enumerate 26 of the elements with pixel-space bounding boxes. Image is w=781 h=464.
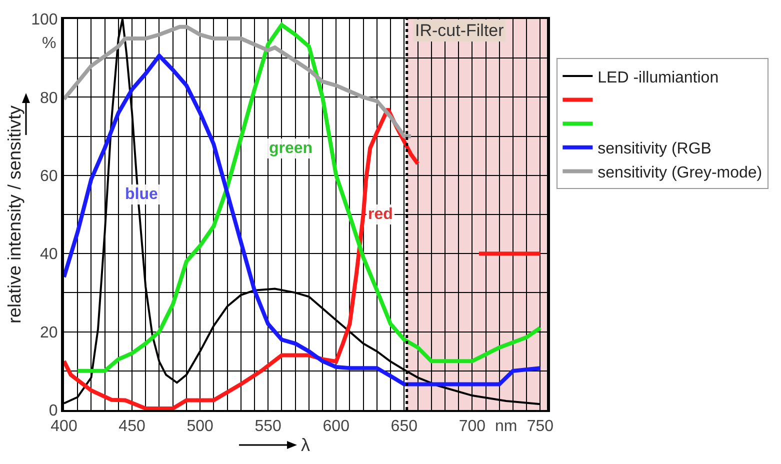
x-tick-label: 600 bbox=[322, 418, 350, 436]
annotation: green bbox=[269, 140, 313, 157]
y-tick-label: 80 bbox=[40, 90, 58, 107]
x-tick-label: 650 bbox=[390, 418, 418, 436]
y-tick-label: 0 bbox=[48, 402, 58, 420]
y-tick-label: 20 bbox=[40, 324, 58, 342]
x-tick-label: 500 bbox=[186, 418, 214, 436]
annotation: blue bbox=[125, 186, 158, 203]
y-axis-title: relative intensity / sensitivty bbox=[4, 105, 24, 324]
x-tick-label: 400 bbox=[50, 418, 78, 436]
y-tick-label: 40 bbox=[40, 246, 58, 264]
x-tick-label: 550 bbox=[254, 418, 282, 436]
text: nm bbox=[495, 418, 518, 435]
x-tick-label: 700 bbox=[458, 418, 486, 436]
y-tick-label: 100 bbox=[31, 12, 58, 29]
legend-label: sensitivity (RGB bbox=[598, 140, 712, 158]
legend-label: sensitivity (Grey-mode) bbox=[598, 164, 762, 182]
band-label: IR-cut-Filter bbox=[415, 21, 504, 40]
legend-label: LED -illumiantion bbox=[598, 69, 719, 86]
y-tick-label: 60 bbox=[40, 168, 58, 185]
x-tick-label: 450 bbox=[118, 418, 146, 436]
x-axis-title: λ bbox=[301, 434, 310, 455]
annotation: red bbox=[368, 206, 393, 223]
text: % bbox=[42, 35, 56, 52]
line-series bbox=[64, 24, 413, 138]
x-tick-label: 750 bbox=[526, 418, 554, 436]
